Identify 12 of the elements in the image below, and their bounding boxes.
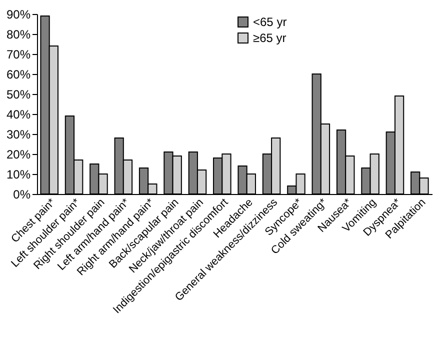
y-tick-label: 20%: [6, 148, 31, 162]
legend-label: ≥65 yr: [253, 31, 286, 45]
y-tick-label: 30%: [6, 128, 31, 142]
y-tick-label: 0%: [13, 188, 31, 202]
y-tick-label: 40%: [6, 108, 31, 122]
y-tick-label: 60%: [6, 68, 31, 82]
y-tick-label: 10%: [6, 168, 31, 182]
y-tick-label: 80%: [6, 28, 31, 42]
y-tick-label: 50%: [6, 88, 31, 102]
y-tick-label: 70%: [6, 48, 31, 62]
legend-label: <65 yr: [253, 15, 287, 29]
y-tick-label: 90%: [6, 8, 31, 22]
